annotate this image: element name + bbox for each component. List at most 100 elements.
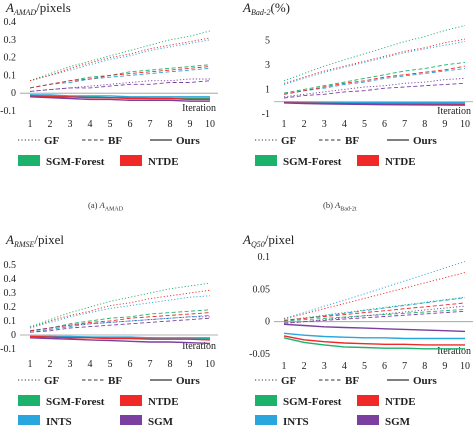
legend-swatch-ntde [357, 395, 379, 406]
series-line-ntde-ours [29, 95, 210, 101]
legend-swatch-sgm_forest [18, 155, 40, 166]
legend-swatch-ints [18, 415, 40, 426]
series-line-sgm-bf [29, 80, 211, 92]
series-line-ints-ours [30, 335, 210, 339]
series-line-ntde-bf [283, 302, 466, 321]
legend-style-label-gf: GF [281, 135, 297, 147]
series-line-ints-gf [29, 295, 211, 329]
series-line-sgm-ours [283, 323, 466, 333]
chart-bad2: ABad-2(%) -1 1 3 5 1 2 3 4 5 6 7 8 9 10 Iteration GF BF Ou… [242, 0, 473, 188]
series-line-ntde-ours [29, 335, 211, 341]
y-tick-label: 0.1 [4, 70, 17, 81]
legend-swatch-sgm_forest [255, 155, 277, 166]
series-line-sgm-gf [283, 77, 466, 98]
x-tick-label: 5 [362, 119, 367, 130]
y-tick-label: 0.3 [4, 35, 17, 46]
legend-style-label-ours: Ours [413, 375, 438, 387]
x-tick-label: 9 [188, 359, 193, 370]
y-axis-title: ABad-2(%) [242, 0, 290, 17]
y-tick-label: 1 [265, 84, 270, 95]
x-tick-label: 9 [442, 119, 447, 130]
series-line-sgm_forest-bf [29, 64, 211, 89]
legend-style-label-ours: Ours [176, 375, 201, 387]
x-tick-label: 3 [322, 361, 327, 372]
caption-bad2: (b) ABad-2t [323, 200, 357, 213]
series-line-ints-gf [29, 39, 211, 82]
legend-label-sgm: SGM [385, 416, 411, 425]
x-tick-label: 7 [402, 361, 407, 372]
x-tick-label: 2 [48, 359, 53, 370]
series-line-ntde-gf [29, 289, 211, 329]
legend-style-label-bf: BF [108, 375, 122, 387]
x-tick-label: 1 [282, 361, 287, 372]
x-axis-label: Iteration [182, 341, 216, 352]
x-tick-label: 2 [302, 119, 307, 130]
x-tick-label: 4 [88, 359, 93, 370]
x-axis-label: Iteration [437, 346, 471, 357]
y-tick-label: -1 [262, 109, 270, 120]
legend-label-ntde: NTDE [148, 156, 179, 168]
x-tick-label: 6 [128, 119, 133, 130]
y-tick-label: 5 [265, 35, 270, 46]
chart-panel-rmse: ARMSE/pixel -0.1 0 0.1 0.2 0.3 0.4 0.5 1 2 3 4 5 6 7 8 9… [0, 232, 237, 428]
y-tick-label: 0.2 [4, 302, 17, 313]
x-tick-label: 6 [382, 119, 387, 130]
legend-swatch-ints [255, 415, 277, 426]
y-tick-label: 0 [11, 330, 16, 341]
series-line-sgm-gf [283, 305, 466, 325]
y-tick-label: 0.3 [4, 288, 17, 299]
y-tick-label: 0.5 [4, 260, 17, 271]
legend-label-sgm: SGM [148, 416, 174, 425]
series-line-sgm_forest-bf [283, 61, 466, 94]
series-line-ntde-bf [29, 312, 211, 332]
x-tick-label: 7 [402, 119, 407, 130]
series-line-sgm-ours [29, 337, 211, 345]
legend-label-sgm_forest: SGM-Forest [46, 156, 105, 168]
chart-panel-amad: AAMAD/pixels -0.1 0 0.1 0.2 0.3 0.4 1 2 3 4 5 6 7 8 9 10… [0, 0, 237, 188]
x-tick-label: 4 [342, 119, 347, 130]
x-tick-label: 10 [460, 361, 470, 372]
x-tick-label: 1 [28, 119, 33, 130]
series-line-sgm_forest-ours [283, 337, 465, 350]
series-line-sgm-gf [29, 316, 210, 332]
legend-style-label-ours: Ours [176, 135, 201, 147]
x-tick-label: 1 [28, 359, 33, 370]
series-line-ints-bf [29, 67, 211, 89]
legend-style-label-bf: BF [345, 375, 359, 387]
legend-label-ints: INTS [46, 416, 72, 425]
legend-swatch-ntde [120, 395, 142, 406]
x-axis-label: Iteration [437, 106, 471, 117]
x-tick-label: 9 [188, 119, 193, 130]
legend-style-label-ours: Ours [413, 135, 438, 147]
x-tick-label: 10 [205, 119, 215, 130]
y-tick-label: -0.05 [249, 349, 270, 360]
chart-q50: AQ50/pixel -0.05 0 0.05 0.1 1 2 3 4 5 6 7 8 9 10 Iterat… [242, 232, 473, 428]
series-line-sgm_forest-gf [283, 25, 466, 82]
x-tick-label: 6 [128, 359, 133, 370]
legend-swatch-sgm [120, 415, 142, 426]
y-tick-label: 0 [265, 317, 270, 328]
series-line-sgm-bf [283, 310, 466, 324]
series-line-sgm-ours [283, 102, 466, 106]
series-line-ints-gf [283, 41, 466, 85]
chart-panel-q50: AQ50/pixel -0.05 0 0.05 0.1 1 2 3 4 5 6 7 8 9 10 Iterat… [237, 232, 474, 428]
legend-style-label-bf: BF [108, 135, 122, 147]
x-tick-label: 6 [382, 361, 387, 372]
y-tick-label: 0 [11, 88, 16, 99]
chart-rmse: ARMSE/pixel -0.1 0 0.1 0.2 0.3 0.4 0.5 1 2 3 4 5 6 7 8 9… [0, 232, 218, 428]
series-line-sgm_forest-bf [29, 309, 211, 332]
x-tick-label: 2 [48, 119, 53, 130]
x-tick-label: 10 [460, 119, 470, 130]
legend-label-ntde: NTDE [148, 396, 179, 408]
x-tick-label: 3 [68, 359, 73, 370]
series-line-sgm-ours [29, 96, 210, 102]
y-axis-title: AAMAD/pixels [5, 0, 71, 17]
series-line-ints-bf [283, 297, 466, 321]
y-tick-label: 0.1 [4, 316, 17, 327]
legend-swatch-sgm [357, 415, 379, 426]
x-axis-label: Iteration [182, 103, 216, 114]
series-line-sgm-gf [29, 78, 210, 92]
x-tick-label: 8 [422, 119, 427, 130]
x-tick-label: 9 [442, 361, 447, 372]
x-tick-label: 5 [108, 119, 113, 130]
